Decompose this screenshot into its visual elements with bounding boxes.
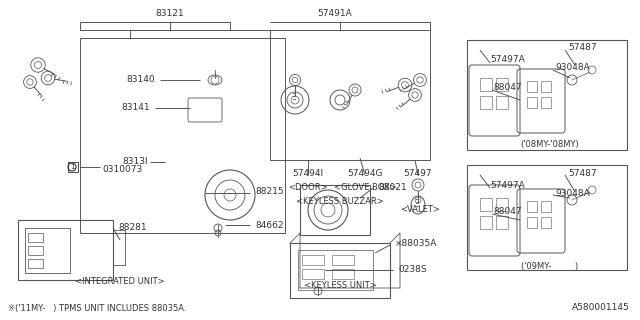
Bar xyxy=(527,217,537,228)
Text: 57497A: 57497A xyxy=(490,180,525,189)
Text: 88281: 88281 xyxy=(118,223,147,233)
Bar xyxy=(28,246,43,255)
Text: <GLOVE BOX>: <GLOVE BOX> xyxy=(333,183,396,193)
Bar xyxy=(302,255,324,265)
Text: 0310073: 0310073 xyxy=(102,165,142,174)
Bar xyxy=(80,38,285,233)
Bar xyxy=(302,269,324,279)
Text: 8313I: 8313I xyxy=(122,157,148,166)
Bar xyxy=(28,259,43,268)
Bar xyxy=(496,96,508,109)
Text: 57487: 57487 xyxy=(568,169,596,178)
Bar xyxy=(332,255,354,265)
Bar xyxy=(496,198,508,211)
Bar xyxy=(541,201,551,212)
Text: 88047: 88047 xyxy=(493,84,522,92)
Bar xyxy=(527,97,537,108)
Text: 57494G: 57494G xyxy=(348,169,383,178)
Bar xyxy=(541,217,551,228)
Text: A580001145: A580001145 xyxy=(572,303,630,313)
Bar xyxy=(467,165,627,270)
Text: 1: 1 xyxy=(70,164,74,170)
Text: 93048A: 93048A xyxy=(555,63,589,73)
Bar xyxy=(527,81,537,92)
Text: 84662: 84662 xyxy=(255,220,284,229)
Text: ※('11MY-   ) TPMS UNIT INCLUDES 88035A.: ※('11MY- ) TPMS UNIT INCLUDES 88035A. xyxy=(8,303,186,313)
Text: 83140: 83140 xyxy=(126,76,155,84)
Bar xyxy=(68,162,78,172)
Bar xyxy=(467,40,627,150)
Text: <VALET>: <VALET> xyxy=(400,205,440,214)
Text: 57494I: 57494I xyxy=(292,169,324,178)
Bar xyxy=(480,96,492,109)
Bar xyxy=(480,198,492,211)
Text: ×88035A: ×88035A xyxy=(395,238,437,247)
Text: <KEYLESS BUZZAR>: <KEYLESS BUZZAR> xyxy=(296,197,384,206)
Bar xyxy=(28,233,43,242)
Text: 88047: 88047 xyxy=(493,207,522,217)
Bar xyxy=(298,250,373,290)
Bar xyxy=(480,216,492,229)
Text: 88021: 88021 xyxy=(378,183,406,193)
Bar xyxy=(332,269,354,279)
Text: 57497A: 57497A xyxy=(490,55,525,65)
Bar xyxy=(300,185,370,235)
Bar xyxy=(541,97,551,108)
Text: 83141: 83141 xyxy=(122,103,150,113)
Text: 57497: 57497 xyxy=(404,169,432,178)
Bar xyxy=(18,220,113,280)
Text: 93048A: 93048A xyxy=(555,188,589,197)
Text: <DOOR>: <DOOR> xyxy=(288,183,328,193)
Text: ('08MY-'08MY): ('08MY-'08MY) xyxy=(520,140,579,148)
Text: 57487: 57487 xyxy=(568,44,596,52)
Text: <INTEGRATED UNIT>: <INTEGRATED UNIT> xyxy=(75,277,164,286)
Bar xyxy=(290,243,390,298)
Bar xyxy=(270,30,430,160)
Bar xyxy=(496,78,508,91)
Bar xyxy=(25,228,70,273)
Text: 57491A: 57491A xyxy=(317,10,353,19)
Bar xyxy=(527,201,537,212)
Text: <KEYLESS UNIT>: <KEYLESS UNIT> xyxy=(303,281,376,290)
Text: 88215: 88215 xyxy=(255,188,284,196)
Bar xyxy=(480,78,492,91)
Text: ('09MY-         ): ('09MY- ) xyxy=(522,262,579,271)
Text: 0238S: 0238S xyxy=(398,266,427,275)
Text: 83121: 83121 xyxy=(156,10,184,19)
Bar xyxy=(496,216,508,229)
Bar xyxy=(541,81,551,92)
